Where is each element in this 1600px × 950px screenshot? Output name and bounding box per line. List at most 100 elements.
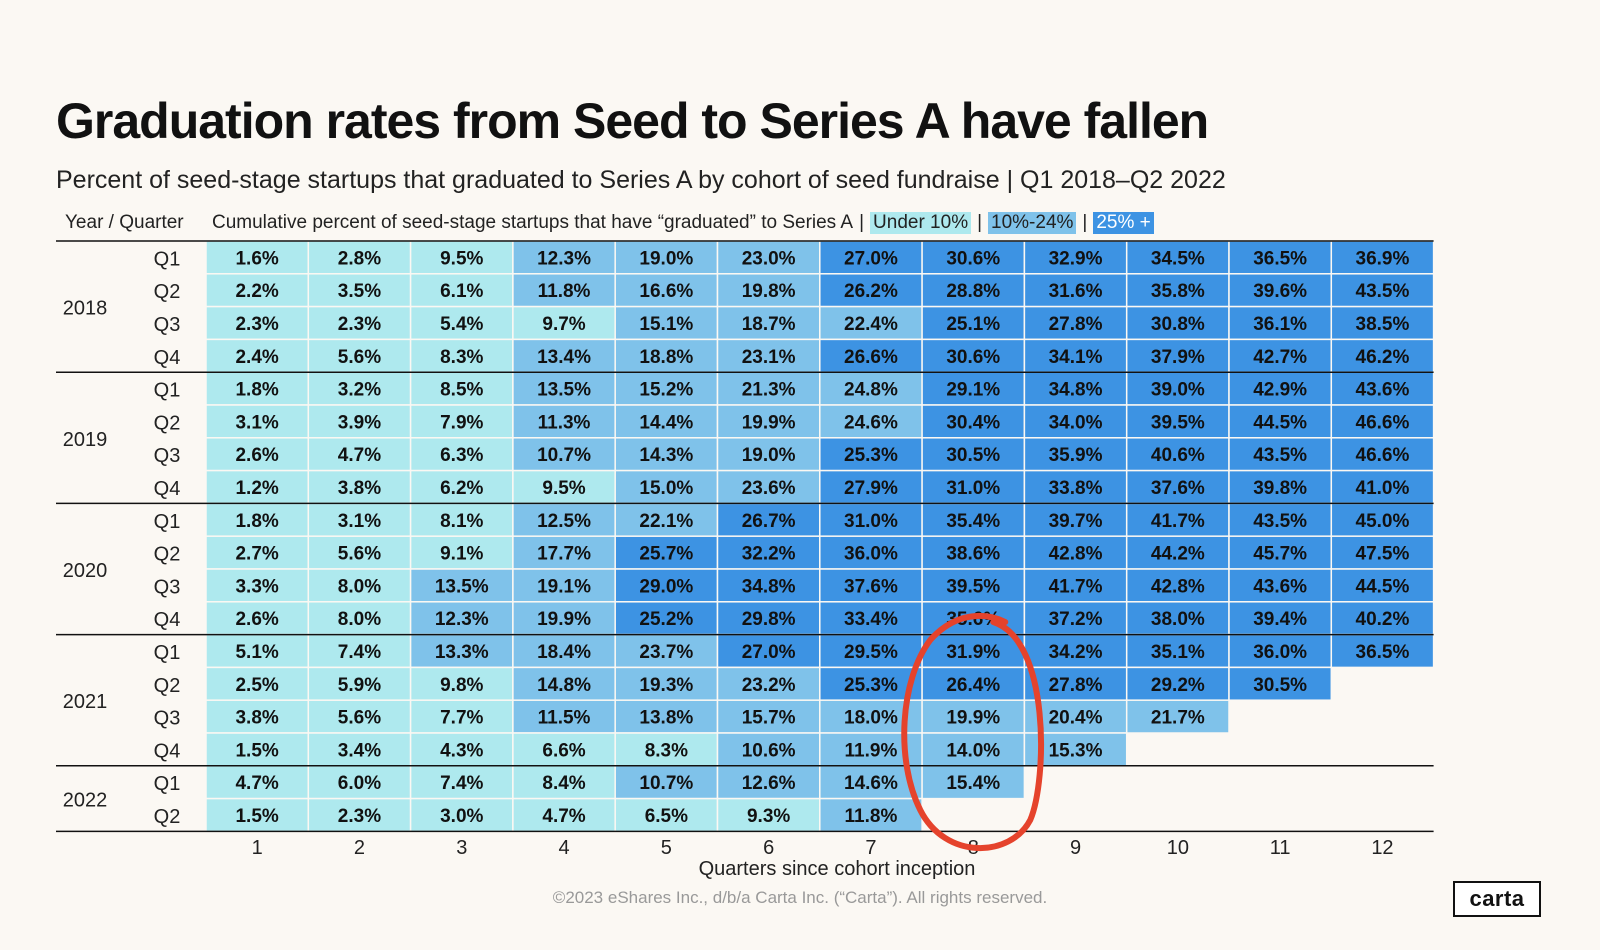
cell-value-label: 4.7%	[338, 445, 381, 466]
cell-value-label: 1.5%	[235, 806, 278, 827]
cell-value-label: 33.8%	[1049, 478, 1103, 499]
cell-value-label: 14.6%	[844, 773, 898, 794]
cell-value-label: 34.8%	[742, 576, 796, 597]
cell-value-label: 2.3%	[338, 806, 381, 827]
cell-value-label: 7.9%	[440, 412, 483, 433]
heatmap-cell	[1023, 502, 1128, 537]
cell-value-label: 23.0%	[742, 248, 796, 269]
heatmap-cell	[512, 666, 616, 701]
cell-value-label: 10.7%	[639, 773, 693, 794]
heatmap-cell	[1228, 502, 1333, 537]
cell-value-label: 11.5%	[538, 708, 591, 729]
cell-value-label: 39.8%	[1253, 478, 1307, 499]
cell-value-label: 32.2%	[742, 544, 796, 565]
heatmap-cell	[512, 240, 616, 275]
x-tick-label: 5	[661, 837, 672, 859]
cell-value-label: 36.9%	[1356, 248, 1410, 269]
cell-value-label: 10.6%	[742, 740, 796, 761]
heatmap-cell	[921, 404, 1026, 439]
cell-value-label: 9.5%	[542, 478, 585, 499]
cell-value-label: 24.6%	[844, 412, 898, 433]
cell-value-label: 23.2%	[742, 675, 796, 696]
cell-value-label: 31.6%	[1049, 281, 1103, 302]
cell-value-label: 19.0%	[639, 248, 693, 269]
cell-value-label: 44.5%	[1356, 576, 1410, 597]
cell-value-label: 7.4%	[440, 773, 483, 794]
quarter-label: Q3	[154, 445, 181, 467]
cell-value-label: 2.8%	[338, 248, 381, 269]
x-tick-label: 1	[252, 837, 263, 859]
heatmap-cell	[409, 273, 514, 308]
heatmap-cell	[1023, 404, 1128, 439]
cell-value-label: 46.6%	[1356, 445, 1410, 466]
cell-value-label: 37.9%	[1151, 347, 1205, 368]
cell-value-label: 9.7%	[542, 314, 585, 335]
cell-value-label: 5.9%	[338, 675, 381, 696]
cell-value-label: 39.7%	[1049, 511, 1103, 532]
heatmap-cell	[1330, 404, 1435, 439]
cell-value-label: 6.1%	[440, 281, 483, 302]
cell-value-label: 19.1%	[537, 576, 591, 597]
cell-value-label: 1.8%	[235, 511, 278, 532]
cell-value-label: 12.3%	[537, 248, 591, 269]
cell-value-label: 5.6%	[338, 708, 381, 729]
heatmap-cell	[1023, 666, 1128, 701]
cell-value-label: 46.6%	[1356, 412, 1410, 433]
cell-value-label: 43.5%	[1253, 445, 1307, 466]
heatmap-cell	[819, 273, 923, 308]
cell-value-label: 30.6%	[946, 248, 1000, 269]
cell-value-label: 42.8%	[1151, 576, 1205, 597]
heatmap-cell	[512, 797, 616, 833]
cell-value-label: 18.4%	[537, 642, 591, 663]
cell-value-label: 22.1%	[639, 511, 693, 532]
legend-separator: |	[977, 212, 983, 233]
cell-value-label: 15.0%	[639, 478, 693, 499]
cell-value-label: 11.9%	[845, 740, 898, 761]
heatmap-cell	[409, 732, 514, 767]
cell-value-label: 38.5%	[1356, 314, 1410, 335]
x-axis-label-wrap: Quarters since cohort inception	[0, 858, 1600, 881]
cell-value-label: 18.7%	[742, 314, 796, 335]
cell-value-label: 3.4%	[338, 740, 381, 761]
cell-value-label: 8.3%	[645, 740, 688, 761]
cell-value-label: 3.3%	[235, 576, 278, 597]
cell-value-label: 1.8%	[235, 380, 278, 401]
cell-value-label: 13.5%	[537, 380, 591, 401]
x-tick-label: 7	[865, 837, 876, 859]
cell-value-label: 3.5%	[338, 281, 381, 302]
cell-value-label: 39.4%	[1253, 609, 1307, 630]
cell-value-label: 47.5%	[1356, 544, 1410, 565]
cell-value-label: 13.4%	[537, 347, 591, 368]
heatmap-cell	[307, 437, 412, 472]
heatmap-cell	[409, 502, 514, 537]
cell-value-label: 40.2%	[1356, 609, 1410, 630]
cell-value-label: 26.7%	[742, 511, 796, 532]
heatmap-cell	[716, 797, 821, 833]
heatmap-cell	[512, 404, 616, 439]
cell-value-label: 16.6%	[639, 281, 693, 302]
cell-value-label: 6.5%	[645, 806, 688, 827]
heatmap-cell	[716, 699, 821, 734]
year-label: 2018	[63, 298, 108, 320]
cell-value-label: 14.4%	[639, 412, 693, 433]
cell-value-label: 15.1%	[639, 314, 693, 335]
cell-value-label: 39.5%	[1151, 412, 1205, 433]
cell-value-label: 3.1%	[338, 511, 381, 532]
legend-under-10: Under 10%	[870, 212, 972, 234]
cell-value-label: 14.8%	[537, 675, 591, 696]
heatmap-cell	[1228, 371, 1333, 406]
year-label: 2020	[63, 560, 108, 582]
heatmap-cell	[819, 633, 923, 669]
cell-value-label: 15.2%	[639, 380, 693, 401]
cell-value-label: 35.4%	[946, 511, 1000, 532]
quarter-label: Q3	[154, 576, 181, 598]
heatmap-cell	[205, 797, 310, 833]
cell-value-label: 6.2%	[440, 478, 483, 499]
cell-value-label: 3.2%	[338, 380, 381, 401]
cell-value-label: 17.7%	[537, 544, 591, 565]
heatmap-cell	[512, 437, 616, 472]
cell-value-label: 3.1%	[235, 412, 278, 433]
heatmap-cell	[1125, 273, 1230, 308]
heatmap-cell	[205, 633, 310, 669]
heatmap-cell	[614, 240, 719, 275]
